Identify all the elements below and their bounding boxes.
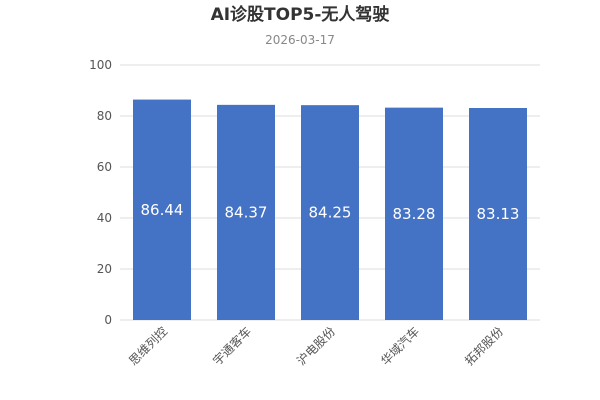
data-label: 83.13 — [477, 205, 520, 223]
data-label: 84.37 — [225, 203, 268, 221]
y-tick-label: 40 — [97, 211, 112, 225]
y-tick-label: 60 — [97, 160, 112, 174]
x-category-label: 宇通客车 — [210, 324, 255, 369]
x-category-label: 拓邦股份 — [462, 324, 506, 368]
y-tick-label: 100 — [89, 58, 112, 72]
bar — [469, 108, 527, 321]
y-tick-label: 80 — [97, 109, 112, 123]
bar — [133, 99, 191, 320]
bar — [301, 105, 359, 320]
bar — [385, 107, 443, 320]
data-label: 84.25 — [309, 204, 352, 222]
data-label: 86.44 — [141, 201, 184, 219]
chart-title: AI诊股TOP5-无人驾驶 — [210, 5, 390, 25]
bar — [217, 104, 275, 320]
x-category-label: 思维列控 — [126, 324, 170, 368]
y-tick-label: 0 — [104, 313, 112, 327]
x-category-label: 沪电股份 — [294, 324, 338, 368]
chart-subtitle: 2026-03-17 — [265, 33, 335, 47]
x-category-label: 华域汽车 — [378, 324, 423, 369]
data-label: 83.28 — [393, 205, 436, 223]
y-tick-label: 20 — [97, 262, 112, 276]
